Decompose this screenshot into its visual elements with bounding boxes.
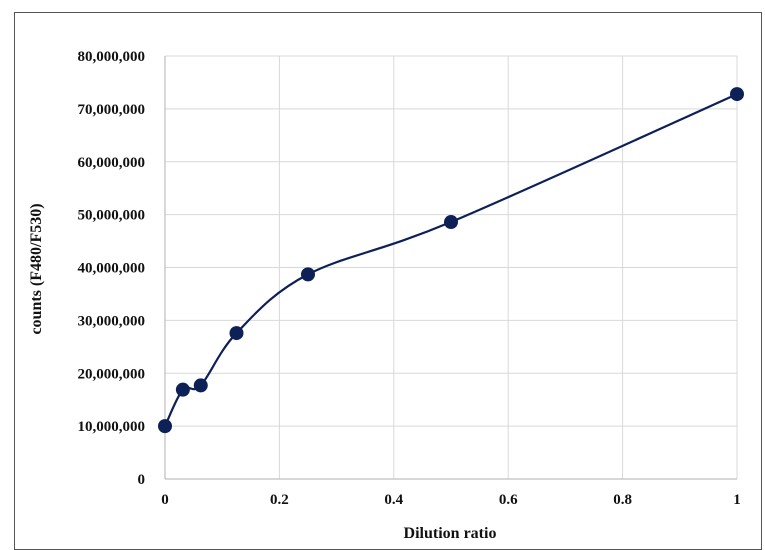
y-tick-label: 0 [138,472,146,488]
data-point [175,382,190,397]
data-point [301,267,315,282]
data-point [229,326,244,341]
grid-layer [165,55,738,479]
x-axis-title: Dilution ratio [404,525,497,542]
data-point [193,378,208,393]
x-tick-label: 0.8 [613,492,632,508]
x-tick-labels: 0 0.2 0.4 0.6 0.8 1 [161,492,741,508]
y-axis-title: counts (F480/F530) [28,203,45,334]
y-tick-label: 20,000,000 [78,366,146,382]
x-tick-label: 0 [161,492,169,508]
data-point [444,215,458,230]
y-tick-label: 60,000,000 [78,155,146,171]
x-tick-label: 0.2 [270,492,289,508]
y-tick-label: 40,000,000 [78,261,146,277]
chart-frame [14,12,762,550]
y-tick-label: 10,000,000 [78,419,146,435]
data-point-layer [158,87,744,434]
axis-layer [164,56,737,480]
x-tick-label: 0.4 [384,492,403,508]
y-tick-labels: 0 10,000,000 20,000,000 30,000,000 40,000,00… [78,49,146,488]
y-tick-label: 70,000,000 [78,102,146,118]
series-line-layer [164,93,738,427]
y-tick-label: 50,000,000 [78,208,146,224]
x-tick-label: 0.6 [499,492,518,508]
data-point [158,419,172,434]
y-tick-label: 30,000,000 [78,313,146,329]
x-tick-label: 1 [733,492,741,508]
series-line [164,93,738,427]
data-point [730,87,744,102]
y-tick-label: 80,000,000 [78,49,146,65]
